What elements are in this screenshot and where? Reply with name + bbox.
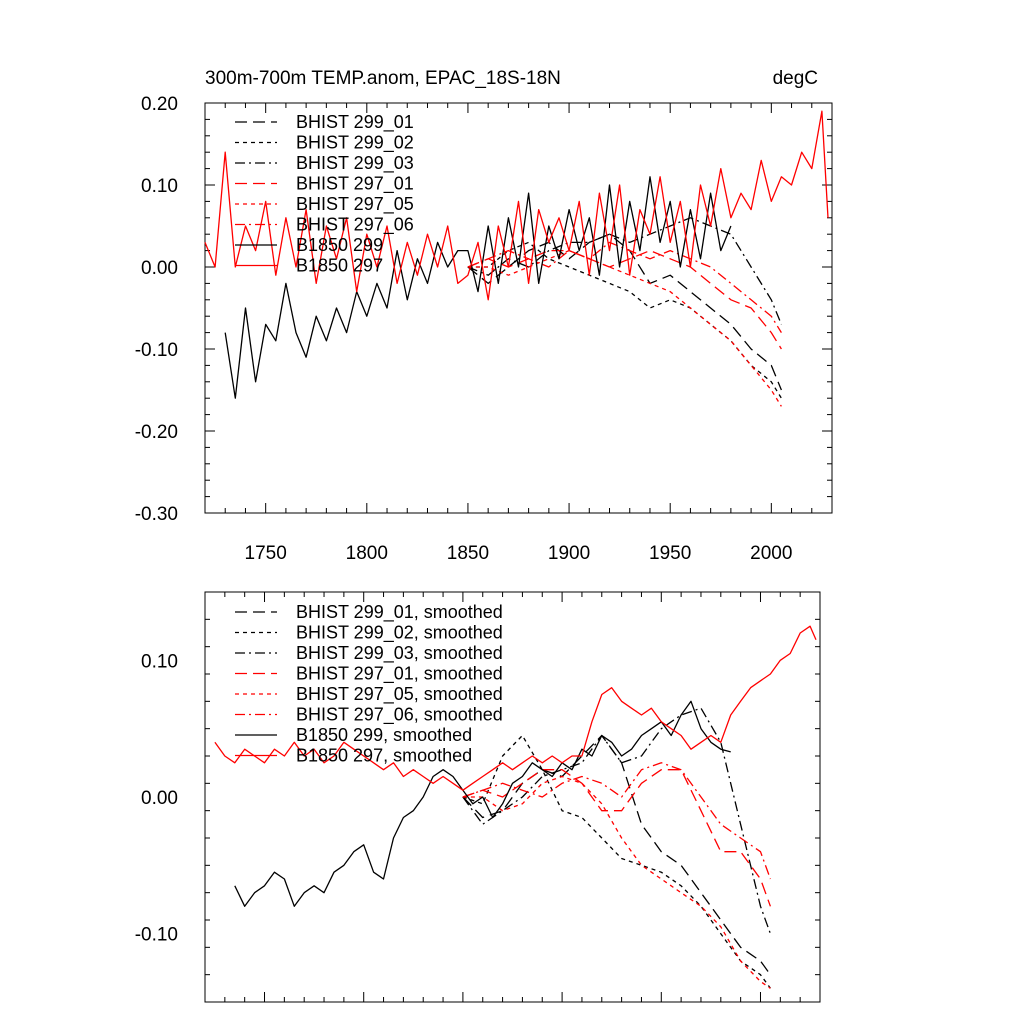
y-tick-label: 0.10 — [141, 651, 178, 672]
series-line — [234, 700, 731, 907]
legend-label: BHIST 299_03, smoothed — [296, 643, 503, 664]
legend-label: BHIST 299_02, smoothed — [296, 623, 503, 644]
top-chart-panel: 300m-700m TEMP.anom, EPAC_18S-18N degC 1… — [135, 68, 833, 564]
y-tick-label: -0.10 — [135, 340, 178, 361]
bottom-axis-ticks: -0.10 0.00 0.10 — [135, 591, 821, 1003]
bottom-series — [214, 625, 817, 989]
units-label: degC — [773, 68, 818, 89]
bottom-plot-frame — [204, 591, 821, 1003]
legend-label: B1850 297 — [296, 256, 383, 276]
legend-label: BHIST 297_06 — [296, 215, 414, 236]
bottom-chart-panel: -0.100.000.10 BHIST 299_01, smoothedBHIS… — [135, 591, 821, 1003]
x-tick-label: 1750 — [245, 543, 287, 564]
x-tick-label: 1900 — [548, 543, 590, 564]
x-tick-label: 1950 — [649, 543, 691, 564]
series-line — [204, 110, 829, 301]
series-line — [467, 241, 782, 333]
y-tick-label: -0.20 — [135, 422, 178, 443]
y-tick-label: -0.30 — [135, 504, 178, 525]
legend-label: BHIST 297_01, smoothed — [296, 664, 503, 685]
top-series — [204, 110, 829, 407]
legend-label: BHIST 297_06, smoothed — [296, 705, 503, 726]
legend-label: BHIST 299_02 — [296, 133, 414, 154]
series-line — [467, 249, 782, 407]
series-line — [462, 707, 772, 934]
series-line — [462, 762, 772, 880]
chart-title: 300m-700m TEMP.anom, EPAC_18S-18N — [205, 68, 561, 89]
y-tick-label: 0.20 — [141, 94, 178, 115]
legend-label: B1850 299, smoothed — [296, 725, 472, 745]
x-tick-label: 1850 — [447, 543, 489, 564]
series-line — [467, 233, 783, 391]
y-tick-label: 0.00 — [141, 258, 178, 279]
series-line — [462, 734, 771, 976]
series-line — [462, 775, 771, 989]
legend-label: B1850 297, smoothed — [296, 746, 472, 766]
top-plot-frame — [204, 102, 833, 514]
y-tick-label: 0.10 — [141, 176, 178, 197]
legend-label: BHIST 297_05, smoothed — [296, 684, 503, 705]
y-tick-label: 0.00 — [141, 788, 178, 809]
top-axis-ticks: 1750 1800 1850 1900 1950 2000 -0.30 -0.20 -0.10 0… — [135, 94, 833, 564]
series-line — [462, 734, 771, 989]
x-tick-label: 1800 — [346, 543, 388, 564]
y-tick-label: -0.10 — [135, 925, 178, 946]
series-line — [467, 241, 782, 399]
series-line — [224, 176, 732, 399]
series-line — [467, 217, 783, 325]
legend-label: BHIST 299_03 — [296, 153, 414, 174]
series-line — [467, 249, 782, 350]
series-line — [214, 625, 817, 791]
legend-label: B1850 299 — [296, 235, 383, 255]
legend-label: BHIST 297_05 — [296, 194, 414, 215]
legend-label: BHIST 297_01 — [296, 174, 414, 195]
legend-label: BHIST 299_01, smoothed — [296, 602, 503, 623]
legend-label: BHIST 299_01 — [296, 112, 414, 133]
x-tick-label: 2000 — [750, 543, 792, 564]
